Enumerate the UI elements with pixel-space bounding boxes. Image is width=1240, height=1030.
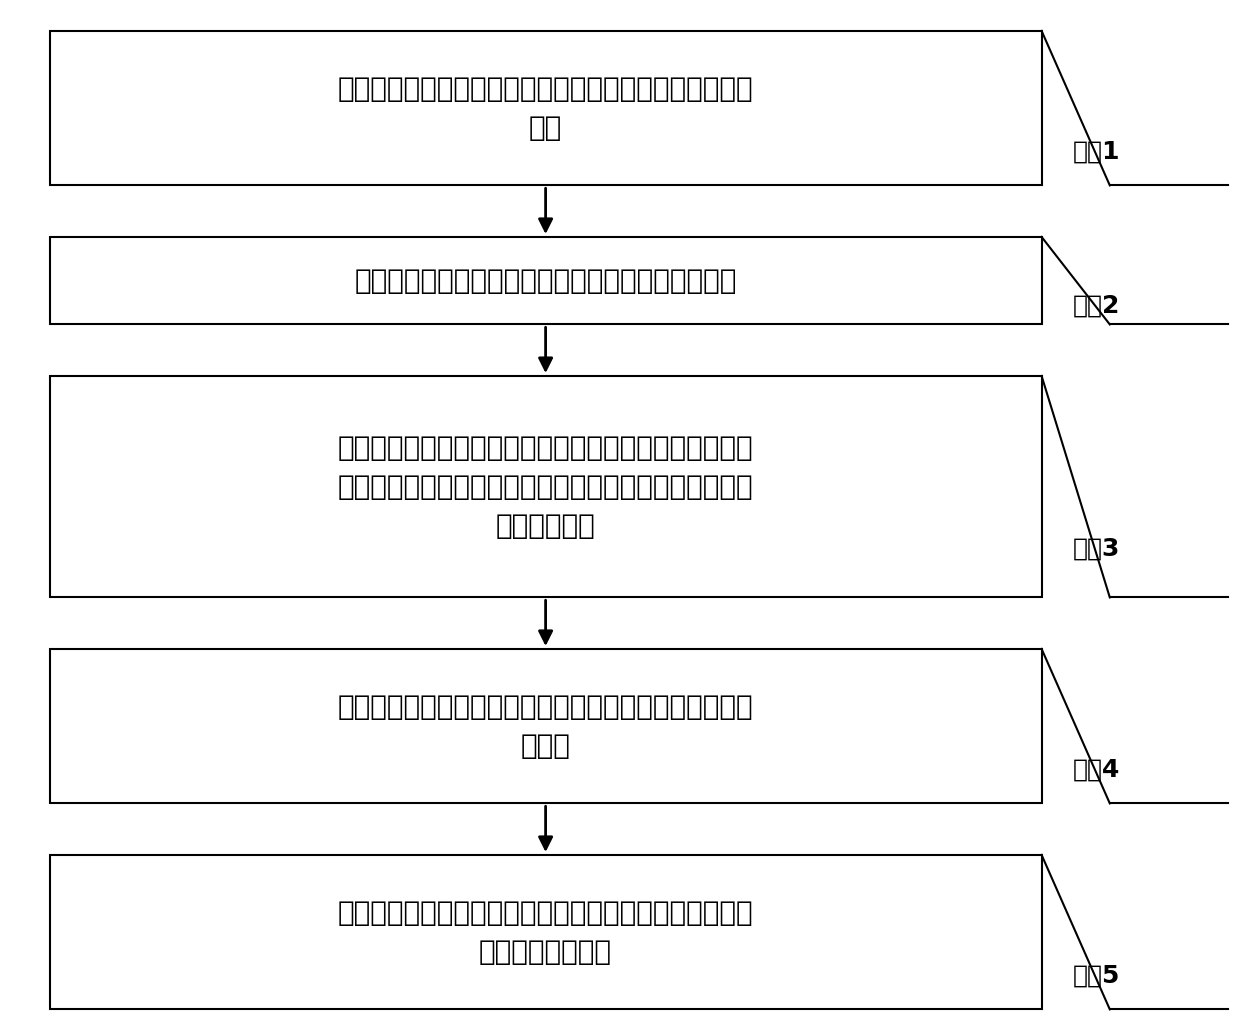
- Text: 步骤3: 步骤3: [1073, 537, 1120, 560]
- Bar: [50, 855, 1042, 1009]
- Text: 将主、次站雷达观测数据转换到中心统一直角坐标系: 将主、次站雷达观测数据转换到中心统一直角坐标系: [355, 267, 737, 295]
- Text: 步骤5: 步骤5: [1073, 963, 1120, 988]
- Bar: [50, 237, 1042, 324]
- Text: 次站雷达测向相对系统误差为次站观测航向与主站观测航
向的差: 次站雷达测向相对系统误差为次站观测航向与主站观测航 向的差: [337, 692, 754, 760]
- Bar: [50, 31, 1042, 185]
- Text: 步骤2: 步骤2: [1073, 294, 1120, 317]
- Bar: [50, 649, 1042, 803]
- Text: 步骤1: 步骤1: [1073, 139, 1120, 164]
- Text: 使用单雷达加权直线航迹线模型分别对主、次站雷达观测
数据进行直线参数迭代估计，并得到主、次站雷达观测到
的目标航向。: 使用单雷达加权直线航迹线模型分别对主、次站雷达观测 数据进行直线参数迭代估计，并…: [337, 434, 754, 540]
- Bar: [50, 376, 1042, 597]
- Text: 步骤4: 步骤4: [1073, 757, 1120, 782]
- Text: 选取主、次站雷达对同一空中目标的一段直线航迹线观测
数据: 选取主、次站雷达对同一空中目标的一段直线航迹线观测 数据: [337, 74, 754, 142]
- Text: 针对后续次站雷达所有方位测量值进行系统误差修正，得
到修正后的方位值: 针对后续次站雷达所有方位测量值进行系统误差修正，得 到修正后的方位值: [337, 898, 754, 966]
